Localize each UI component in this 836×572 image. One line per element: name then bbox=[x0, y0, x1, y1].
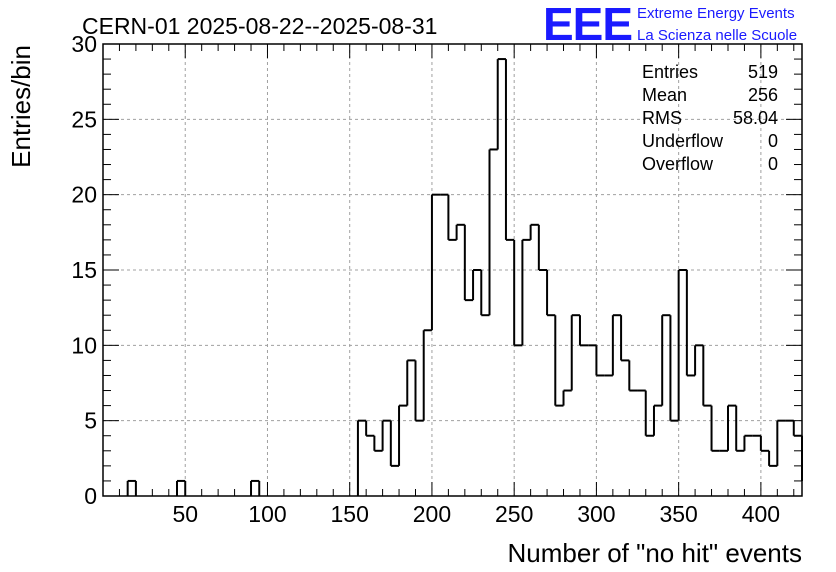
y-axis-title: Entries/bin bbox=[6, 45, 36, 168]
stats-value: 256 bbox=[748, 85, 778, 105]
x-tick-label: 50 bbox=[172, 501, 198, 527]
axis-ticks bbox=[103, 44, 802, 496]
stats-label: Overflow bbox=[642, 154, 714, 174]
x-tick-label: 250 bbox=[495, 501, 533, 527]
grid-layer bbox=[103, 44, 802, 496]
x-tick-label: 400 bbox=[742, 501, 780, 527]
histogram-bars bbox=[126, 58, 803, 496]
x-axis-title: Number of "no hit" events bbox=[508, 538, 803, 568]
stats-value: 0 bbox=[768, 154, 778, 174]
stats-box: Entries 519 Mean 256 RMS 58.04 Underflow 0 Overf… bbox=[642, 62, 778, 174]
y-tick-label: 5 bbox=[84, 408, 97, 434]
stats-label: Entries bbox=[642, 62, 698, 82]
y-tick-label: 20 bbox=[71, 182, 97, 208]
x-tick-label: 200 bbox=[413, 501, 451, 527]
stats-label: Mean bbox=[642, 85, 687, 105]
y-tick-label: 15 bbox=[71, 257, 97, 283]
logo-line-2: La Scienza nelle Scuole bbox=[637, 27, 797, 44]
logo-line-1: Extreme Energy Events bbox=[637, 5, 795, 22]
y-tick-label: 0 bbox=[84, 483, 97, 509]
stats-value: 519 bbox=[748, 62, 778, 82]
chart-title: CERN-01 2025-08-22--2025-08-31 bbox=[82, 13, 437, 39]
stats-label: RMS bbox=[642, 108, 682, 128]
y-tick-label: 30 bbox=[71, 31, 97, 57]
x-tick-label: 350 bbox=[659, 501, 697, 527]
logo-mark: EEE bbox=[543, 0, 632, 50]
x-tick-label: 100 bbox=[248, 501, 286, 527]
stats-value: 0 bbox=[768, 131, 778, 151]
y-tick-label: 10 bbox=[71, 332, 97, 358]
stats-value: 58.04 bbox=[733, 108, 778, 128]
y-tick-label: 25 bbox=[71, 106, 97, 132]
x-tick-label: 150 bbox=[331, 501, 369, 527]
x-tick-label: 300 bbox=[577, 501, 615, 527]
stats-label: Underflow bbox=[642, 131, 724, 151]
tick-labels: 50 100 150 200 250 300 350 400 0 5 10 15 20 25 30 bbox=[71, 31, 780, 527]
